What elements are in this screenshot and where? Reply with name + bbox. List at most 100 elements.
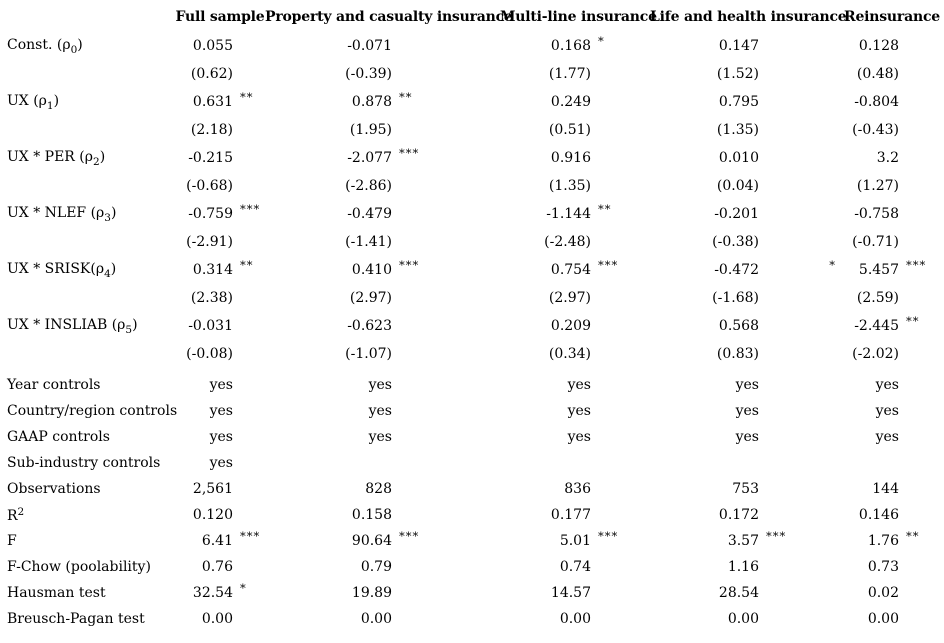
cell-value: 14.57 (550, 585, 591, 601)
value-cell: 0.795 (650, 94, 840, 110)
significance-stars-text: * (240, 581, 247, 595)
value-cell: 0.172 (650, 507, 840, 523)
cell-value: -0.758 (854, 206, 899, 222)
significance-stars-text: *** (906, 258, 927, 272)
significance-stars: *** (595, 258, 650, 278)
value-cell: (2.97) (265, 290, 500, 306)
value-cell: (0.04) (650, 178, 840, 194)
value-cell: (-0.68) (175, 178, 265, 194)
value-cell: -0.472 * (650, 258, 840, 278)
cell-value: (1.52) (716, 66, 759, 82)
value-cell: 0.00 (650, 611, 840, 627)
table-row: (-0.68) (-2.86) (1.35) (0.04) (1.27) (0, 172, 944, 200)
cell-value: (0.04) (716, 178, 759, 194)
value-cell: (-0.08) (175, 346, 265, 362)
cell-value: yes (875, 377, 899, 393)
row-label: UX * NLEF (ρ3) (0, 205, 175, 224)
row-label: Year controls (0, 377, 175, 393)
cell-value: 0.249 (550, 94, 591, 110)
label-text: R (7, 508, 18, 524)
cell-value: 0.76 (201, 559, 233, 575)
cell-value: (1.35) (716, 122, 759, 138)
row-label: Breusch-Pagan test (0, 611, 175, 627)
cell-value: 5.457 (858, 262, 899, 278)
value-cell: 6.41 *** (175, 529, 265, 549)
value-cell: 19.89 (265, 585, 500, 601)
cell-value: 3.57 (727, 533, 759, 549)
significance-stars: ** (595, 202, 650, 222)
value-cell: (2.18) (175, 122, 265, 138)
significance-stars-text: ** (240, 90, 254, 104)
label-text: ) (110, 260, 117, 277)
label-text: Country/region controls (7, 403, 178, 419)
table-header-row: Full sample Property and casualty insura… (0, 2, 944, 32)
value-cell: (0.83) (650, 346, 840, 362)
table-row: UX (ρ1) 0.631 ** 0.878 ** 0.249 0.795 -0.804 (0, 88, 944, 116)
cell-value: 19.89 (351, 585, 392, 601)
significance-stars: *** (237, 529, 265, 549)
table-row: UX * SRISK(ρ4) 0.314 ** 0.410 *** 0.754 *** -0.… (0, 256, 944, 284)
cell-value: -0.804 (854, 94, 899, 110)
cell-value: -1.144 (546, 206, 591, 222)
significance-stars: ** (903, 529, 944, 549)
cell-value: (-0.39) (345, 66, 392, 82)
cell-value: yes (735, 403, 759, 419)
significance-stars: ** (237, 258, 265, 278)
significance-stars-text: *** (598, 258, 619, 272)
row-label: F (0, 533, 175, 549)
cell-value: 0.209 (550, 318, 591, 334)
significance-stars-text: *** (766, 529, 787, 543)
cell-value: -0.215 (188, 150, 233, 166)
significance-stars: *** (396, 146, 500, 166)
cell-value: -0.071 (347, 38, 392, 54)
value-cell: 0.568 (650, 318, 840, 334)
cell-value: yes (567, 429, 591, 445)
label-text: ) (53, 92, 60, 109)
cell-value: 0.00 (559, 611, 591, 627)
value-cell: (-1.41) (265, 234, 500, 250)
significance-stars-text: * (829, 258, 836, 272)
significance-stars-text: *** (240, 202, 261, 216)
cell-value: (2.38) (190, 290, 233, 306)
significance-stars: *** (396, 258, 500, 278)
value-cell: 144 (840, 481, 944, 497)
significance-stars-text: ** (240, 258, 254, 272)
cell-value: -0.759 (188, 206, 233, 222)
cell-value: (-0.68) (186, 178, 233, 194)
cell-value: 0.314 (192, 262, 233, 278)
label-text: Sub-industry controls (7, 455, 161, 471)
value-cell: 32.54 * (175, 581, 265, 601)
significance-stars: *** (903, 258, 944, 278)
value-cell: (-1.68) (650, 290, 840, 306)
cell-value: yes (209, 429, 233, 445)
cell-value: 0.128 (858, 38, 899, 54)
value-cell: 0.02 (840, 585, 944, 601)
label-text: ) (132, 316, 138, 333)
significance-stars-text: ** (399, 90, 413, 104)
value-cell: 0.00 (265, 611, 500, 627)
cell-value: 0.79 (360, 559, 392, 575)
table-row: (0.62) (-0.39) (1.77) (1.52) (0.48) (0, 60, 944, 88)
cell-value: -0.479 (347, 206, 392, 222)
value-cell: (1.27) (840, 178, 944, 194)
significance-stars: * (763, 258, 840, 278)
row-label: Hausman test (0, 585, 175, 601)
cell-value: yes (735, 377, 759, 393)
cell-value: 0.410 (351, 262, 392, 278)
cell-value: (0.83) (716, 346, 759, 362)
cell-value: (-0.71) (852, 234, 899, 250)
significance-stars-text: *** (598, 529, 619, 543)
cell-value: 0.795 (718, 94, 759, 110)
label-subscript: 0 (70, 43, 78, 56)
table-row: (2.18) (1.95) (0.51) (1.35) (-0.43) (0, 116, 944, 144)
cell-value: 828 (365, 481, 392, 497)
significance-stars-text: *** (399, 258, 420, 272)
table-row: Observations 2,561 828 836 753 144 (0, 476, 944, 502)
row-label: UX * SRISK(ρ4) (0, 261, 175, 280)
cell-value: (2.18) (190, 122, 233, 138)
value-cell: 0.055 (175, 38, 265, 54)
value-cell: (0.62) (175, 66, 265, 82)
cell-value: -0.201 (714, 206, 759, 222)
value-cell: yes (650, 403, 840, 419)
